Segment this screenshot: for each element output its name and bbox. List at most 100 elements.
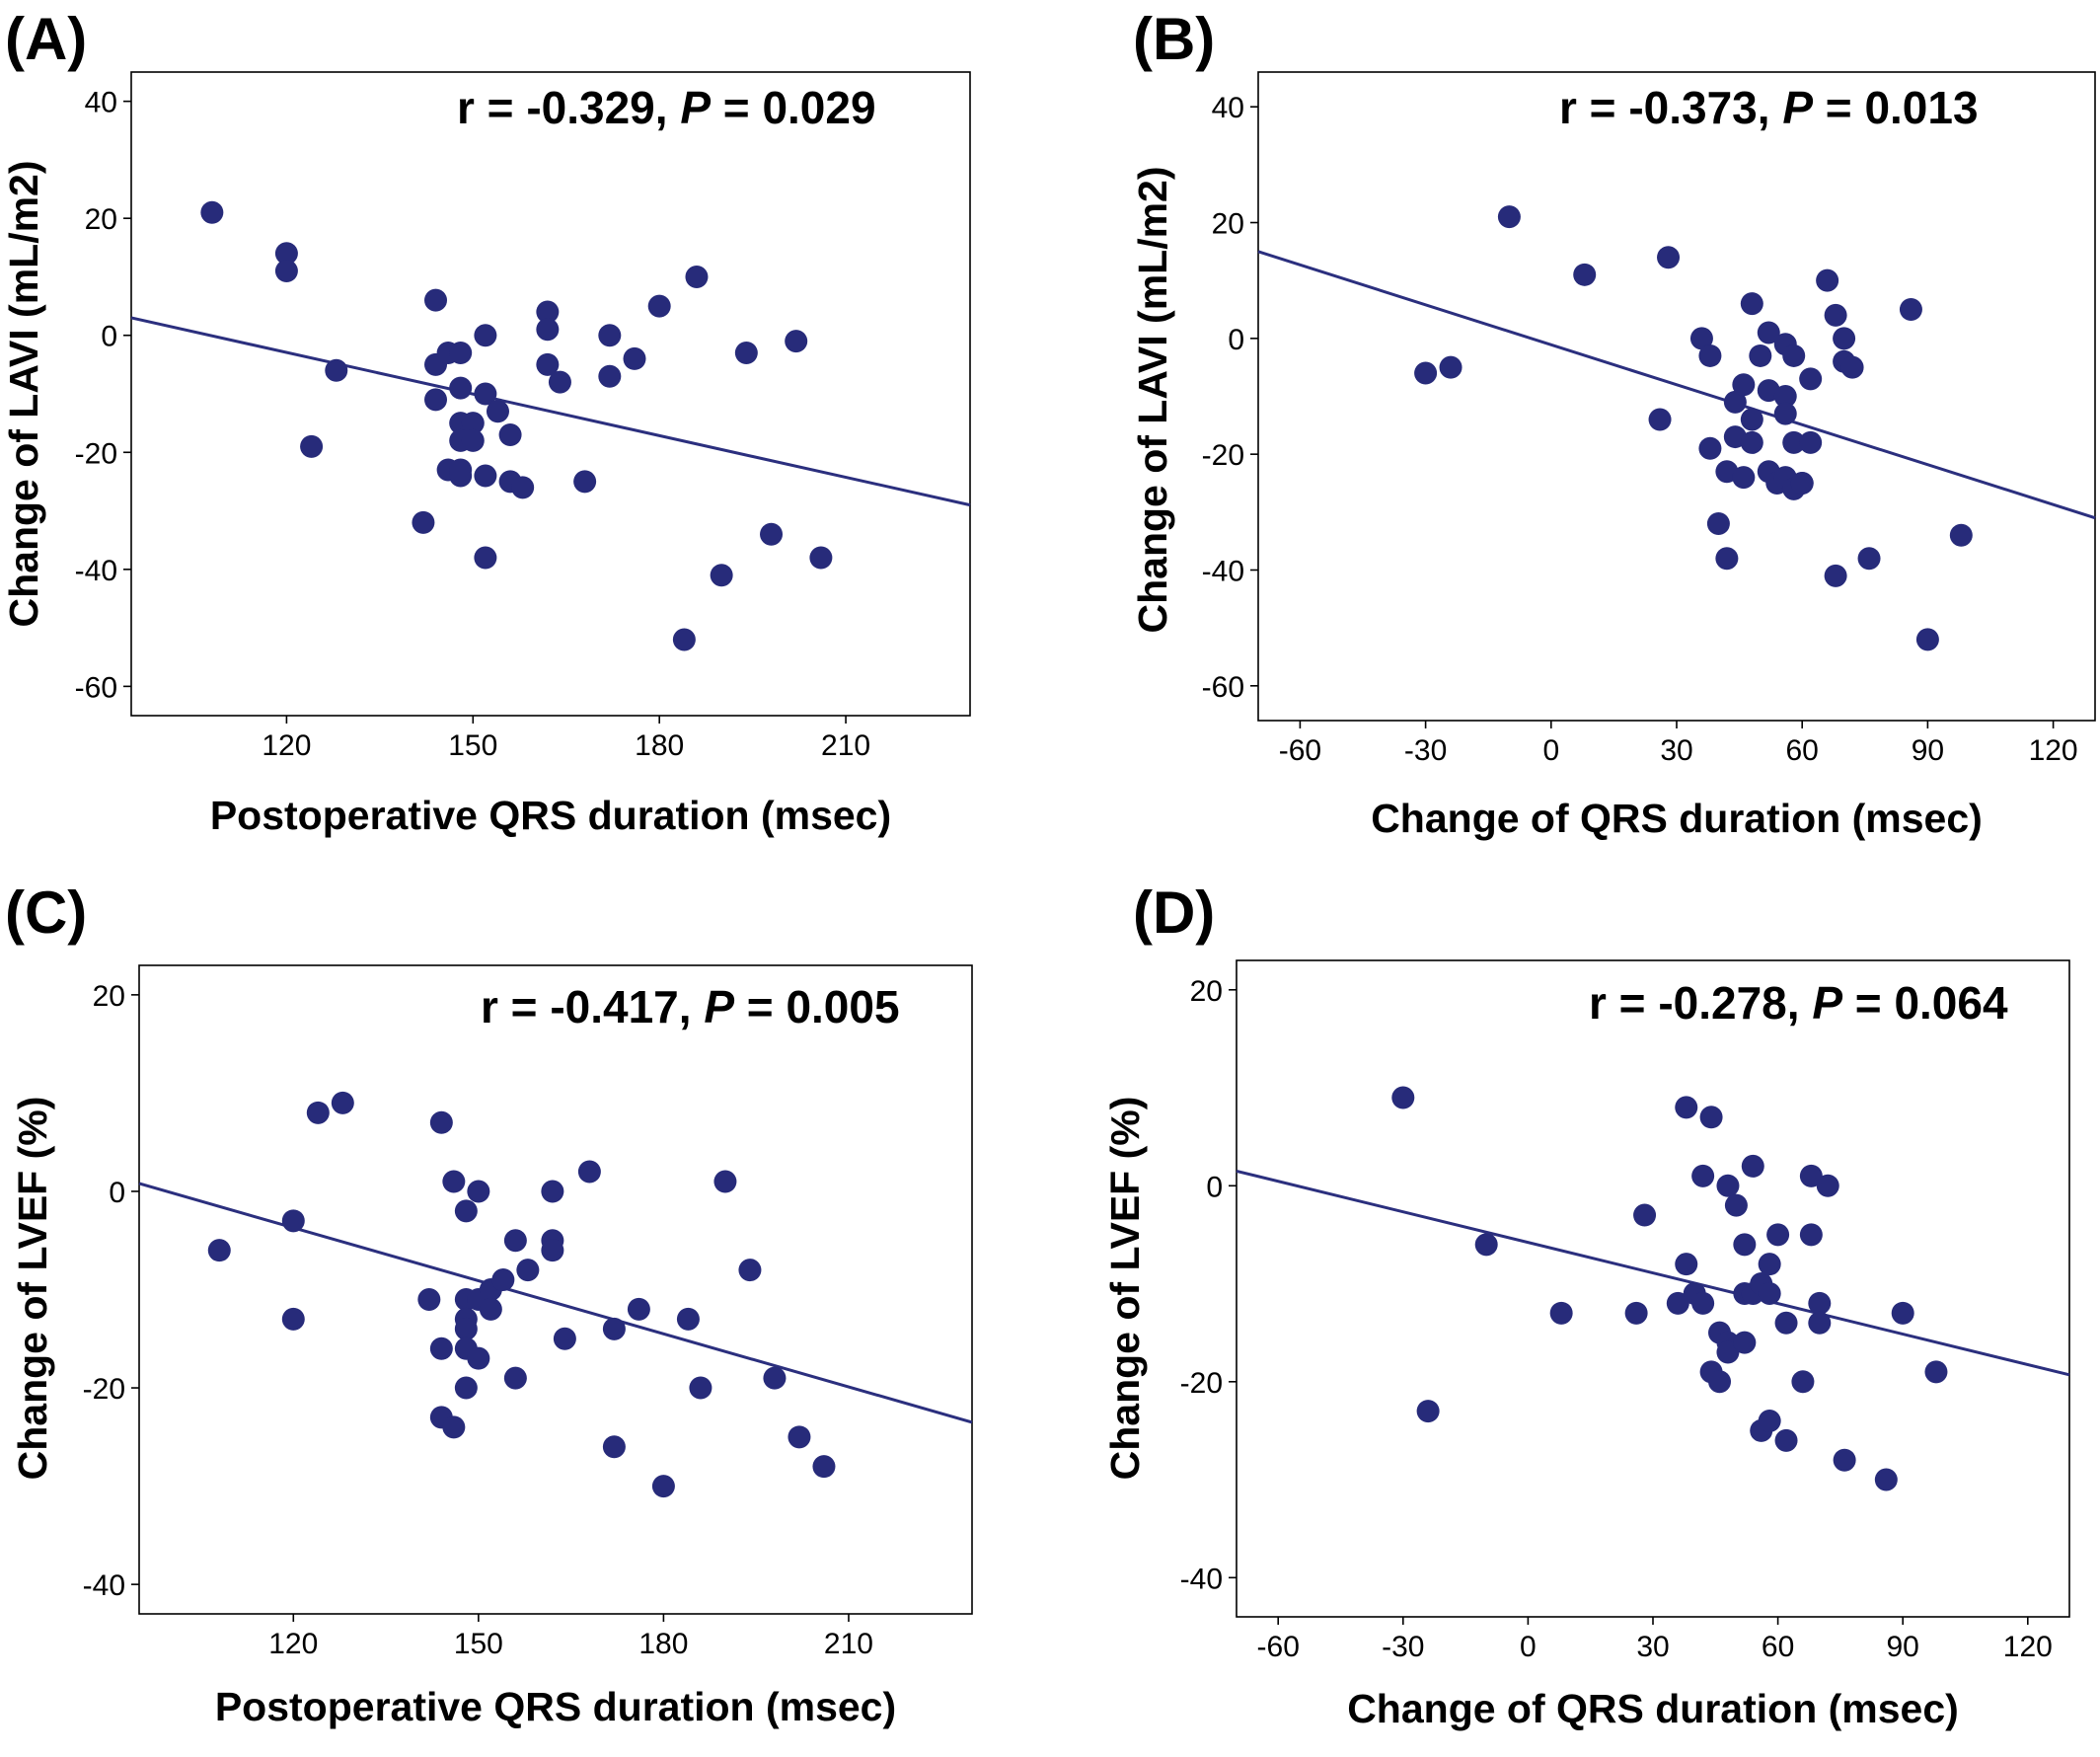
- data-point-b: [1840, 355, 1864, 379]
- data-point-d: [1766, 1223, 1790, 1247]
- data-point-d: [1675, 1253, 1698, 1276]
- data-point-c: [207, 1239, 231, 1262]
- data-point-d: [1924, 1360, 1948, 1384]
- data-point-a: [474, 546, 497, 570]
- x-axis-title-a: Postoperative QRS duration (msec): [210, 793, 891, 838]
- data-point-b: [1833, 327, 1856, 350]
- y-tick-label-a: -20: [75, 437, 117, 470]
- data-point-c: [429, 1110, 453, 1134]
- data-point-c: [627, 1297, 650, 1321]
- panel-label-a: (A): [5, 6, 87, 72]
- x-axis-title-b: Change of QRS duration (msec): [1371, 796, 1983, 841]
- x-tick-label-b: 120: [2029, 734, 2078, 767]
- data-point-c: [788, 1425, 811, 1449]
- data-point-d: [1716, 1340, 1740, 1364]
- data-point-c: [553, 1327, 576, 1350]
- data-point-d: [1416, 1400, 1440, 1423]
- data-point-c: [281, 1209, 305, 1233]
- data-point-a: [498, 422, 522, 446]
- data-point-c: [454, 1199, 478, 1223]
- data-point-a: [474, 324, 497, 347]
- data-point-c: [541, 1239, 564, 1262]
- data-point-d: [1474, 1233, 1498, 1257]
- y-tick-label-d: -20: [1180, 1367, 1223, 1400]
- data-point-c: [306, 1101, 330, 1124]
- data-point-a: [449, 342, 473, 365]
- x-tick-label-d: -30: [1382, 1631, 1424, 1663]
- panel-b: (B) r = -0.373, P = 0.013 Change of QRS …: [1130, 6, 2096, 841]
- y-ticks-a: 40 20 0 -20 -40 -60: [75, 87, 131, 704]
- data-point-c: [738, 1259, 762, 1282]
- data-point-b: [1689, 327, 1713, 350]
- y-tick-label-c: 0: [109, 1177, 125, 1209]
- data-point-d: [1816, 1174, 1839, 1197]
- x-tick-label-b: 90: [1912, 734, 1944, 767]
- data-point-a: [486, 400, 509, 423]
- y-tick-label-b: -20: [1202, 439, 1244, 472]
- data-point-a: [672, 628, 696, 651]
- data-point-c: [763, 1366, 787, 1390]
- data-point-c: [503, 1229, 527, 1253]
- fit-line-d: [1236, 1169, 2070, 1377]
- data-point-a: [734, 342, 758, 365]
- data-point-d: [1774, 1311, 1798, 1335]
- data-point-a: [536, 300, 560, 324]
- data-point-b: [1782, 430, 1806, 454]
- data-point-c: [479, 1297, 502, 1321]
- data-point-a: [461, 428, 485, 452]
- x-tick-label-b: 0: [1542, 734, 1559, 767]
- data-point-c: [491, 1268, 515, 1292]
- data-point-b: [1657, 246, 1681, 269]
- data-point-b: [1414, 361, 1438, 385]
- data-point-c: [541, 1180, 564, 1203]
- data-point-d: [1799, 1223, 1823, 1247]
- y-tick-label-b: 20: [1212, 208, 1244, 241]
- data-point-b: [1757, 321, 1780, 344]
- plot-frame-c: [138, 964, 973, 1615]
- data-point-b: [1773, 402, 1797, 425]
- data-point-d: [1716, 1174, 1740, 1197]
- data-point-d: [1808, 1311, 1832, 1335]
- data-point-a: [536, 318, 560, 342]
- data-point-c: [281, 1307, 305, 1331]
- data-point-b: [1698, 344, 1722, 367]
- stat-text-c: r = -0.417, P = 0.005: [481, 981, 900, 1032]
- y-tick-label-d: -40: [1180, 1563, 1223, 1595]
- x-tick-label-c: 180: [638, 1628, 688, 1660]
- data-point-c: [689, 1376, 712, 1400]
- panel-a: (A) r = -0.329, P = 0.029 Postoperative …: [1, 6, 971, 838]
- data-point-b: [1740, 408, 1763, 431]
- data-point-b: [1439, 355, 1462, 379]
- y-tick-label-a: -40: [75, 555, 117, 587]
- data-point-b: [1949, 523, 1973, 547]
- x-tick-label-b: -60: [1279, 734, 1321, 767]
- y-tick-label-c: 20: [93, 980, 125, 1013]
- data-point-d: [1799, 1164, 1823, 1187]
- x-tick-label-d: 0: [1520, 1631, 1537, 1663]
- data-point-c: [467, 1346, 490, 1370]
- data-point-a: [449, 376, 473, 400]
- data-point-b: [1740, 292, 1763, 316]
- y-tick-label-d: 0: [1206, 1171, 1223, 1203]
- data-point-c: [429, 1337, 453, 1360]
- data-points-b: [1414, 205, 1973, 651]
- data-point-a: [623, 346, 646, 370]
- data-point-b: [1732, 373, 1756, 397]
- fit-line-b: [1257, 250, 2096, 520]
- x-tick-label-b: -30: [1404, 734, 1447, 767]
- data-point-d: [1808, 1291, 1832, 1315]
- data-point-c: [417, 1287, 441, 1311]
- data-point-d: [1724, 1193, 1748, 1217]
- data-point-b: [1790, 471, 1814, 495]
- data-point-b: [1648, 408, 1672, 431]
- data-point-c: [503, 1366, 527, 1390]
- data-point-a: [200, 200, 224, 224]
- y-ticks-c: 20 0 -20 -40: [83, 980, 139, 1602]
- y-axis-title-c: Change of LVEF (%): [10, 1097, 55, 1481]
- data-point-a: [511, 476, 535, 499]
- data-point-a: [536, 352, 560, 376]
- data-point-b: [1573, 263, 1597, 286]
- data-point-c: [454, 1376, 478, 1400]
- data-point-a: [474, 464, 497, 488]
